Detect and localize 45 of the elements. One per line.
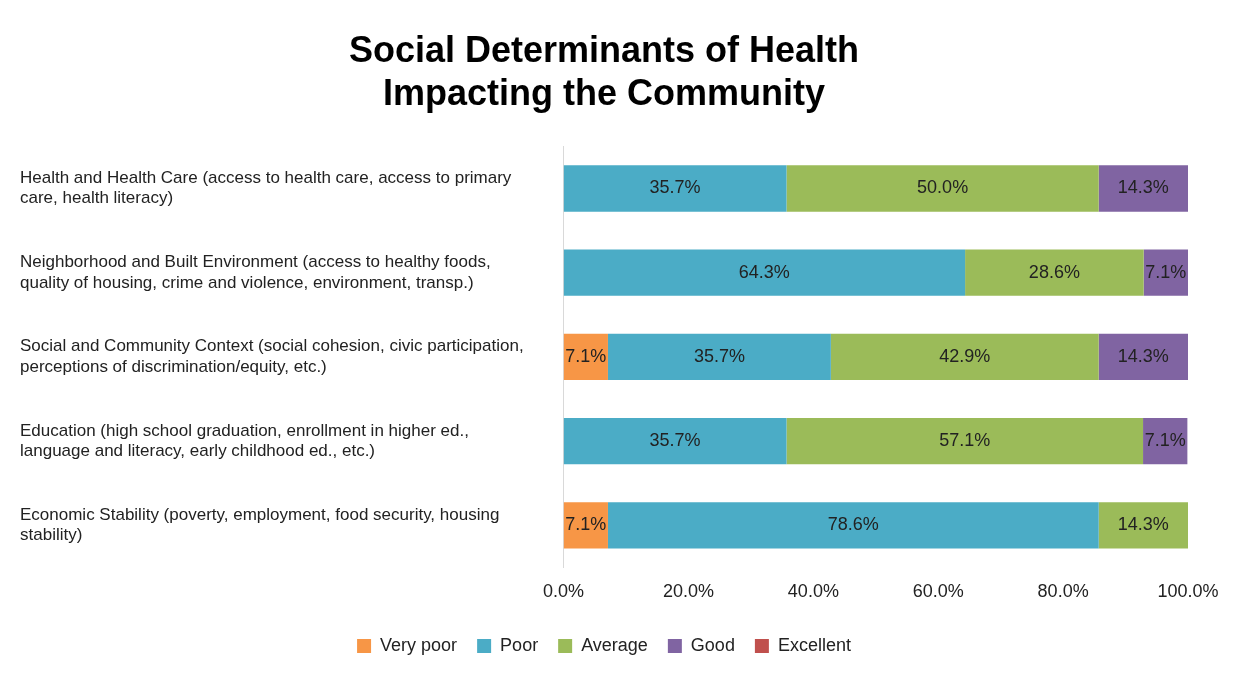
data-label: 64.3% (738, 261, 790, 282)
bar (563, 165, 787, 212)
data-label: 14.3% (1117, 177, 1169, 198)
data-label: 7.1% (565, 514, 607, 535)
bar (563, 249, 966, 296)
y-tick-label: Health and Health Care (access to health care, access to primary care, health literacy) (20, 167, 512, 208)
chart-title: Social Determinants of Health Impacting the Community (348, 28, 860, 113)
data-label: 57.1% (939, 430, 991, 451)
y-tick-label: Education (high school graduation, enrollment in higher ed., language and literacy, early childhood ed., etc.) (20, 420, 469, 460)
bar (1098, 165, 1188, 212)
x-tick-label: 100.0% (1157, 581, 1219, 602)
data-label: 50.0% (917, 177, 969, 198)
legend-label: Excellent (777, 634, 851, 655)
y-tick-label: Neighborhood and Built Environment (access to healthy foods, quality of housing, crime and violence, environment, transp.) (20, 252, 491, 292)
legend-label: Very poor (380, 634, 458, 655)
data-label: 42.9% (939, 345, 991, 366)
legend-label: Poor (500, 634, 539, 655)
data-label: 35.7% (649, 430, 701, 451)
bar (965, 249, 1144, 296)
x-tick-label: 40.0% (787, 581, 839, 602)
data-label: 7.1% (1144, 430, 1186, 451)
data-label: 35.7% (693, 345, 745, 366)
y-tick-label: Social and Community Context (social cohesion, civic participation, perceptions of discrimination/equity, etc.) (20, 336, 524, 376)
data-label: 7.1% (1145, 261, 1187, 282)
data-label: 28.6% (1028, 261, 1080, 282)
y-tick-label: Economic Stability (poverty, employment, food security, housing stability) (20, 504, 500, 545)
bar (607, 502, 1099, 549)
x-tick-label: 20.0% (662, 581, 715, 602)
bar (607, 333, 831, 381)
x-tick-label: 0.0% (543, 581, 585, 602)
bar (786, 417, 1144, 465)
bar (786, 165, 1099, 212)
data-label: 14.3% (1117, 514, 1169, 535)
data-label: 35.7% (649, 177, 701, 198)
bar (1098, 333, 1188, 381)
bar (1098, 502, 1188, 549)
data-label: 14.3% (1117, 345, 1169, 366)
data-label: 78.6% (827, 514, 879, 535)
data-label: 7.1% (565, 345, 607, 366)
bar (563, 417, 787, 465)
x-tick-label: 80.0% (1037, 581, 1089, 602)
bar (830, 333, 1099, 381)
legend-label: Good (690, 634, 735, 655)
x-tick-label: 60.0% (912, 581, 964, 602)
legend-label: Average (581, 634, 648, 655)
